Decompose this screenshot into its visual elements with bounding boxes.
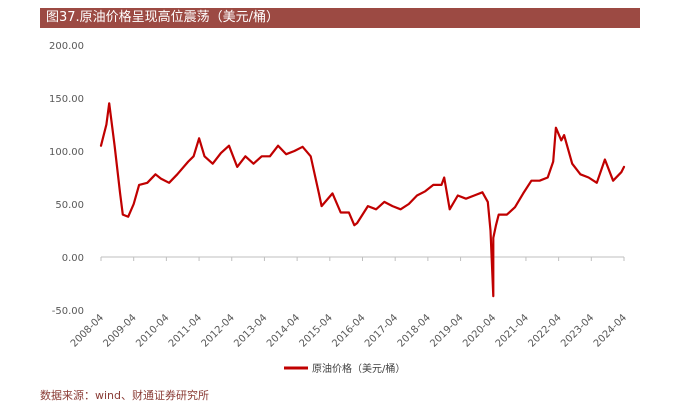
chart-title-bar: 图37.原油价格呈现高位震荡（美元/桶） [40, 8, 640, 28]
x-tick-label: 2019-04 [428, 312, 465, 349]
x-tick-label: 2015-04 [298, 312, 335, 349]
x-tick-label: 2010-04 [134, 312, 171, 349]
x-tick-label: 2023-04 [559, 312, 596, 349]
x-tick-label: 2008-04 [69, 312, 106, 349]
source-note: 数据来源：wind、财通证券研究所 [40, 389, 210, 402]
x-tick-label: 2018-04 [396, 312, 433, 349]
x-tick-label: 2021-04 [494, 312, 531, 349]
x-tick-label: 2009-04 [101, 312, 138, 349]
y-tick-label: 150.00 [49, 94, 84, 105]
x-tick-label: 2024-04 [592, 312, 629, 349]
x-tick-label: 2011-04 [167, 312, 204, 349]
y-tick-label: -50.00 [52, 306, 84, 317]
x-tick-label: 2020-04 [461, 312, 498, 349]
x-tick-label: 2014-04 [265, 312, 302, 349]
y-tick-label: 50.00 [55, 200, 84, 211]
x-tick-label: 2013-04 [232, 312, 269, 349]
chart-title: 图37.原油价格呈现高位震荡（美元/桶） [46, 10, 280, 25]
x-tick-label: 2016-04 [330, 312, 367, 349]
legend-label: 原油价格（美元/桶） [312, 362, 405, 375]
x-tick-label: 2022-04 [526, 312, 563, 349]
x-tick-label: 2012-04 [200, 312, 237, 349]
y-tick-label: 0.00 [62, 253, 84, 264]
y-tick-label: 200.00 [49, 41, 84, 52]
x-tick-label: 2017-04 [363, 312, 400, 349]
series-line-crude-oil [99, 102, 626, 298]
y-tick-label: 100.00 [49, 147, 84, 158]
